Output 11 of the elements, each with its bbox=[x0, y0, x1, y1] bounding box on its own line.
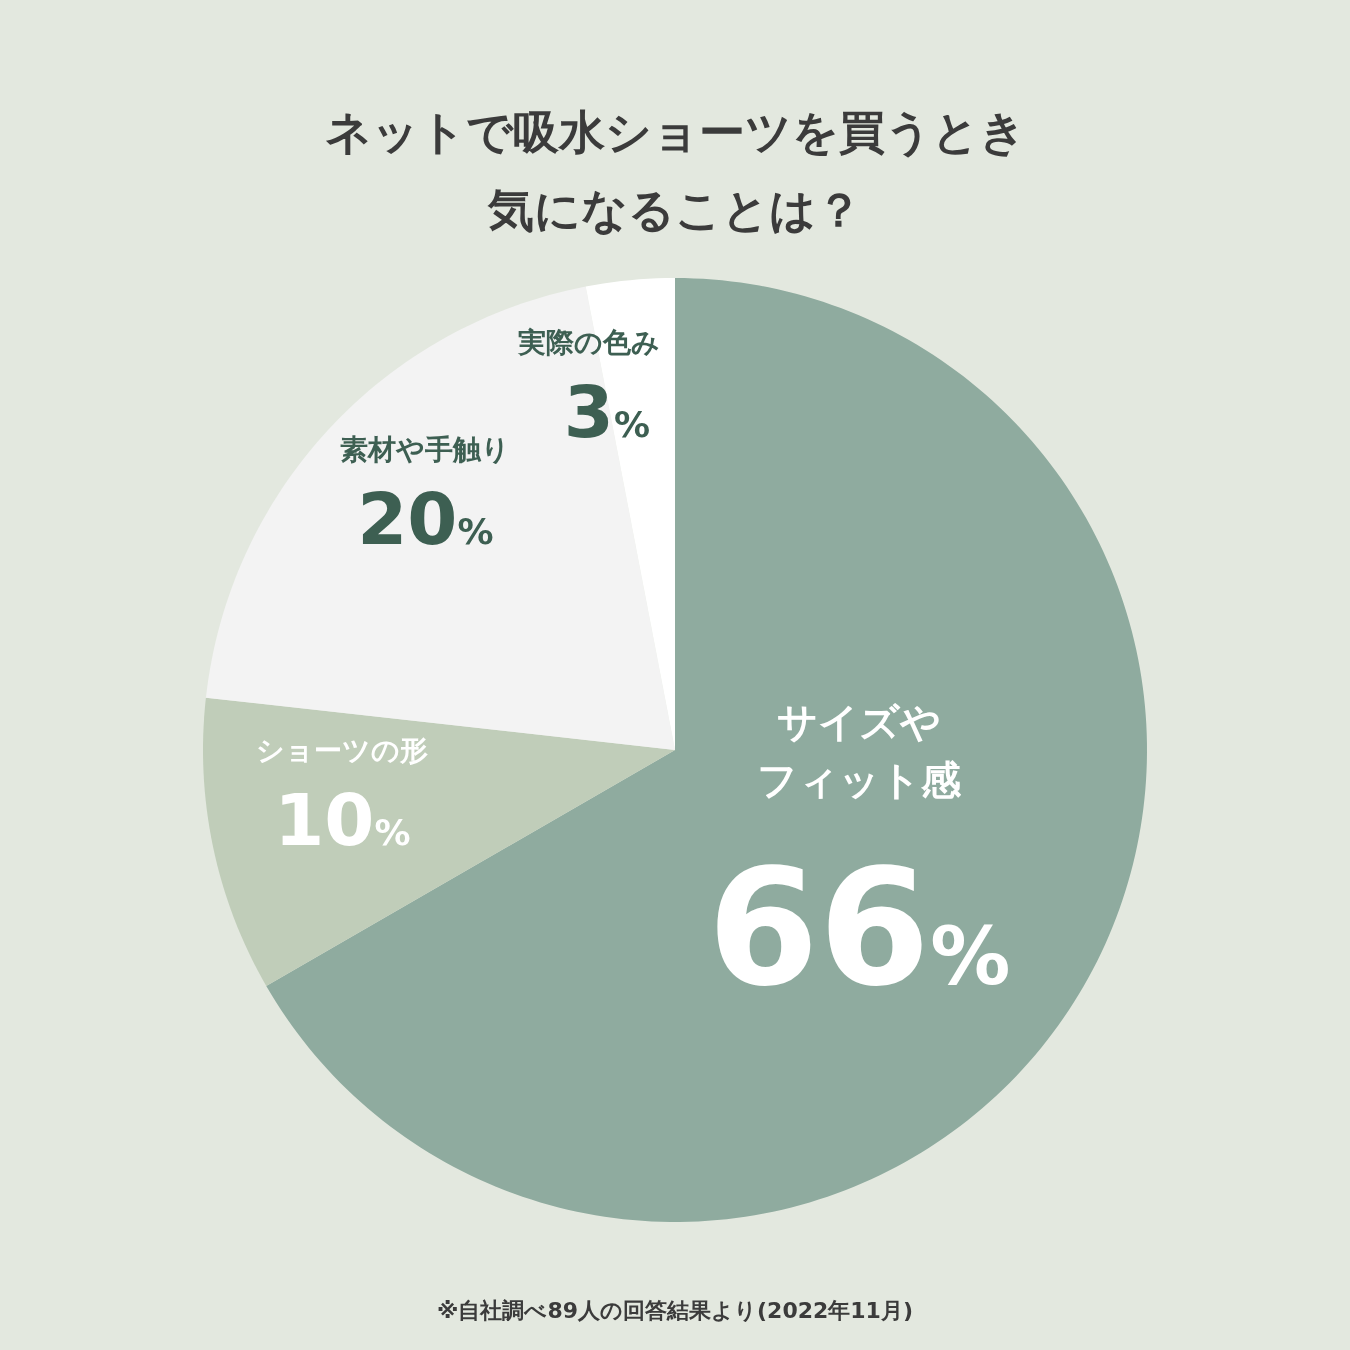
slice-label: 実際の色み bbox=[517, 325, 660, 359]
data-label: 66% bbox=[707, 835, 1011, 1023]
slice-label: サイズやフィット感 bbox=[756, 699, 962, 804]
data-label: 3% bbox=[563, 369, 650, 454]
text: ※自社調べ89人の回答結果より(2022年11月) bbox=[437, 1298, 913, 1323]
chart-title: ネットで吸水ショーツを買うとき気になることは？ bbox=[324, 105, 1026, 237]
pie-slice bbox=[203, 697, 675, 986]
data-label: 10% bbox=[274, 777, 411, 862]
slice-label: ショーツの形 bbox=[256, 733, 429, 767]
data-label: 20% bbox=[357, 477, 494, 562]
slice-label: 素材や手触り bbox=[340, 433, 511, 467]
